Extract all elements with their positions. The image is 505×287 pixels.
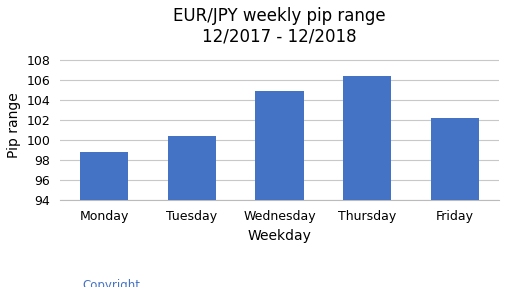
Bar bbox=[342, 76, 391, 287]
Y-axis label: Pip range: Pip range bbox=[7, 92, 21, 158]
Bar bbox=[80, 152, 128, 287]
Bar bbox=[430, 118, 478, 287]
Title: EUR/JPY weekly pip range
12/2017 - 12/2018: EUR/JPY weekly pip range 12/2017 - 12/20… bbox=[173, 7, 385, 46]
Text: Copyright
GetKnowTrading.com: Copyright GetKnowTrading.com bbox=[82, 279, 207, 287]
Bar bbox=[255, 91, 303, 287]
X-axis label: Weekday: Weekday bbox=[247, 229, 311, 243]
Bar bbox=[168, 136, 216, 287]
